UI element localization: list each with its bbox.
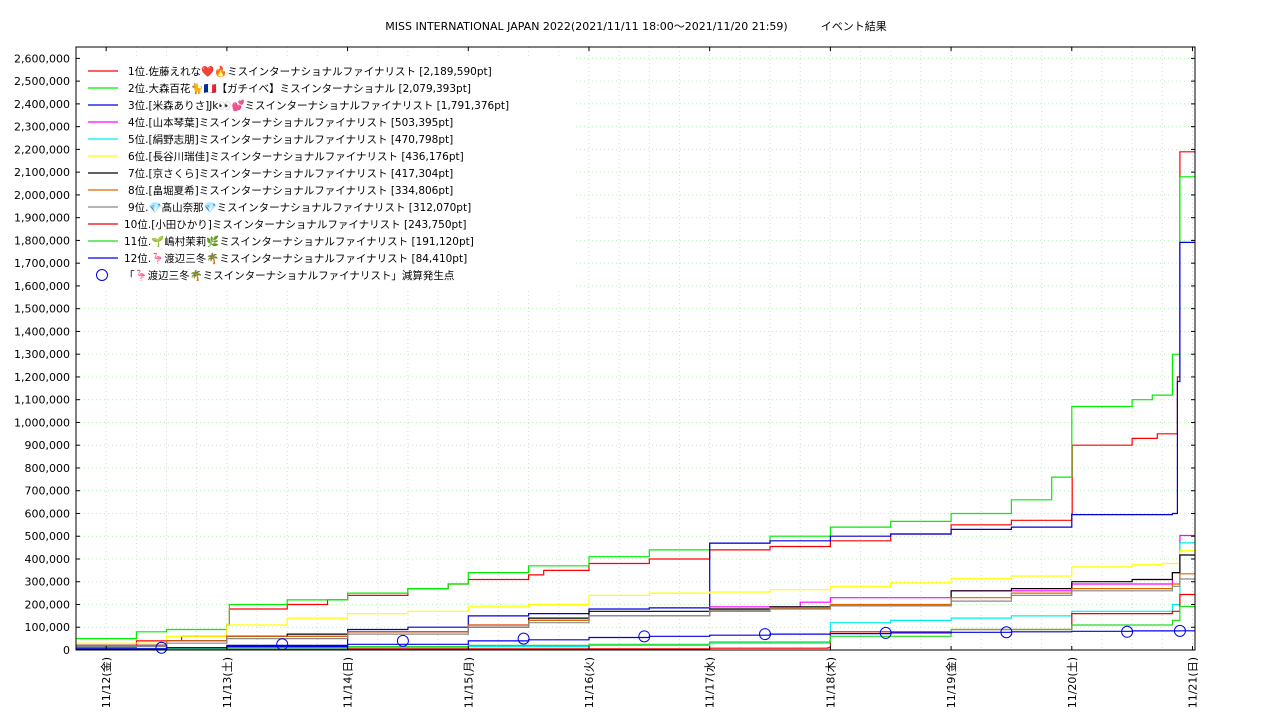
legend-box: [80, 58, 573, 290]
y-tick-label: 1,100,000: [14, 394, 70, 407]
x-tick-label: 11/17(水): [704, 657, 717, 708]
y-tick-label: 200,000: [25, 598, 71, 611]
x-tick-label: 11/21(日): [1186, 657, 1199, 708]
y-tick-label: 600,000: [25, 507, 71, 520]
decrease-marker: [759, 628, 772, 641]
x-tick-label: 11/16(火): [583, 657, 596, 708]
y-tick-label: 2,000,000: [14, 189, 70, 202]
legend-label: 9位.💎髙山奈那💎ミスインターナショナルファイナリスト [312,070pt]: [128, 201, 471, 214]
y-tick-label: 2,500,000: [14, 75, 70, 88]
decrease-marker: [155, 641, 168, 654]
legend: 1位.佐藤えれな❤️🔥ミスインターナショナルファイナリスト [2,189,590…: [80, 58, 573, 290]
legend-label: 2位.大森百花🐈🇫🇷【ガチイベ】ミスインターナショナル [2,079,393pt…: [128, 82, 471, 95]
x-axis: 11/12(金) 11/13(土) 11/14(日) 11/15(月) 11/16(火)…: [99, 47, 1199, 708]
series-line-6: [76, 550, 1195, 644]
y-tick-label: 2,300,000: [14, 121, 70, 134]
series-line-9: [76, 578, 1195, 648]
legend-label: 7位.[京さくら]ミスインターナショナルファイナリスト [417,304pt]: [128, 167, 453, 180]
legend-label: 5位.[絹野志朋]ミスインターナショナルファイナリスト [470,798pt]: [128, 133, 453, 146]
legend-label: 8位.[畠堀夏希]ミスインターナショナルファイナリスト [334,806pt]: [128, 184, 453, 197]
y-tick-label: 800,000: [25, 462, 71, 475]
y-tick-label: 2,400,000: [14, 98, 70, 111]
marker-layer: [155, 624, 1186, 654]
y-tick-label: 1,000,000: [14, 416, 70, 429]
x-tick-label: 11/14(日): [342, 657, 355, 708]
series-line-12: [76, 630, 1195, 650]
legend-marker-swatch: [96, 269, 108, 281]
y-tick-label: 2,200,000: [14, 143, 70, 156]
legend-label: 3位.[米森ありさ]Jk👀💕ミスインターナショナルファイナリスト [1,791,…: [128, 99, 509, 112]
decrease-marker: [1000, 626, 1013, 639]
legend-label: 4位.[山本琴葉]ミスインターナショナルファイナリスト [503,395pt]: [128, 116, 453, 129]
series-line-7: [76, 554, 1195, 646]
y-tick-label: 100,000: [25, 621, 71, 634]
decrease-marker: [1121, 625, 1134, 638]
y-axis: 0 100,000 200,000 300,000 400,000 500,000 600,…: [14, 52, 1195, 657]
x-tick-label: 11/18(木): [824, 657, 837, 708]
y-tick-label: 300,000: [25, 576, 71, 589]
x-tick-label: 11/20(土): [1066, 657, 1079, 708]
y-tick-label: 1,600,000: [14, 280, 70, 293]
y-tick-label: 2,600,000: [14, 52, 70, 65]
legend-label: 6位.[長谷川瑞佳]ミスインターナショナルファイナリスト [436,176pt]: [128, 150, 464, 163]
series-line-3: [76, 241, 1195, 650]
decrease-marker: [517, 632, 530, 645]
y-tick-label: 700,000: [25, 485, 71, 498]
y-tick-label: 1,300,000: [14, 348, 70, 361]
y-tick-label: 1,500,000: [14, 303, 70, 316]
decrease-marker: [1173, 624, 1186, 637]
decrease-marker: [879, 626, 892, 639]
y-tick-label: 500,000: [25, 530, 71, 543]
y-tick-label: 1,400,000: [14, 325, 70, 338]
x-tick-label: 11/19(金): [944, 657, 958, 708]
decrease-marker: [638, 630, 651, 643]
plot-frame: [75, 46, 1196, 651]
series-line-1: [76, 151, 1195, 649]
y-tick-label: 2,100,000: [14, 166, 70, 179]
decrease-marker: [396, 634, 409, 647]
legend-label: 10位.[小田ひかり]ミスインターナショナルファイナリスト [243,750pt…: [124, 218, 466, 231]
legend-label: 12位.🦩渡辺三冬🌴ミスインターナショナルファイナリスト [84,410pt]: [124, 252, 467, 265]
y-tick-label: 1,700,000: [14, 257, 70, 270]
x-tick-label: 11/12(金): [99, 657, 113, 708]
legend-label: 「🦩渡辺三冬🌴ミスインターナショナルファイナリスト」減算発生点: [124, 269, 454, 282]
chart-title: MISS INTERNATIONAL JAPAN 2022(2021/11/11…: [385, 20, 887, 33]
x-tick-label: 11/15(月): [462, 657, 475, 708]
y-tick-label: 1,800,000: [14, 234, 70, 247]
y-tick-label: 900,000: [25, 439, 71, 452]
legend-label: 11位.🌱嶋村茉莉🌿ミスインターナショナルファイナリスト [191,120pt]: [124, 235, 474, 248]
legend-label: 1位.佐藤えれな❤️🔥ミスインターナショナルファイナリスト [2,189,590…: [128, 65, 492, 78]
series-line-2: [76, 176, 1195, 640]
y-tick-label: 0: [63, 644, 70, 657]
y-tick-label: 1,900,000: [14, 212, 70, 225]
series-line-8: [76, 573, 1195, 646]
y-tick-label: 1,200,000: [14, 371, 70, 384]
x-tick-label: 11/13(土): [221, 657, 234, 708]
y-tick-label: 400,000: [25, 553, 71, 566]
